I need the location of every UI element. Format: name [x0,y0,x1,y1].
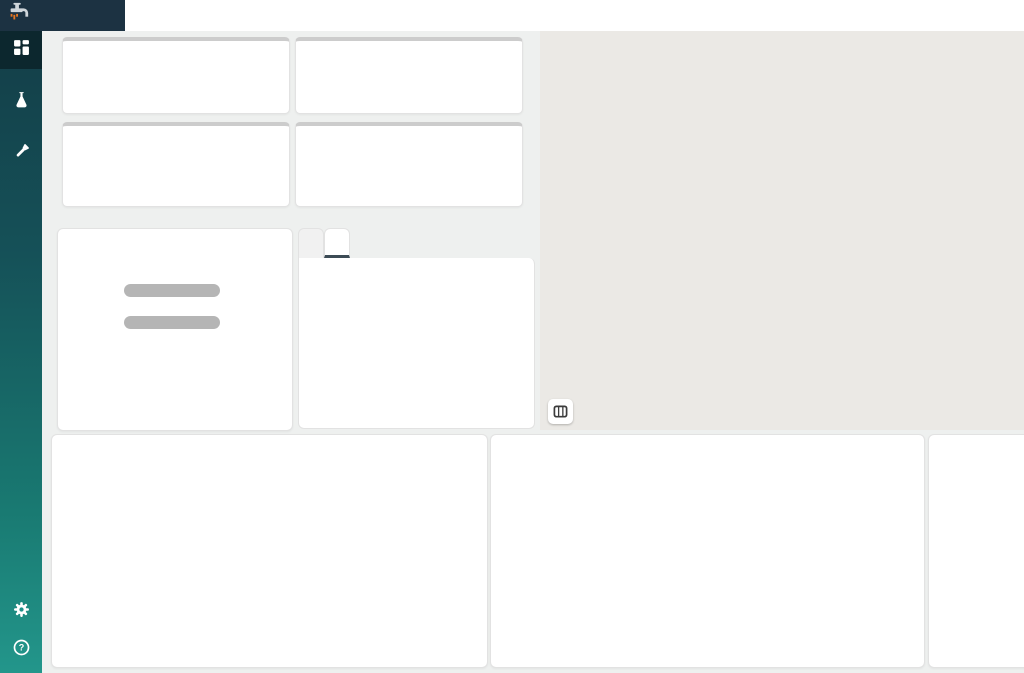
grid-icon [13,39,30,61]
ml-row-high [299,276,524,299]
sidebar-nav: ? [0,31,42,673]
summary-card-unknown [62,122,290,207]
svg-text:?: ? [18,643,24,653]
panel-title [491,435,924,447]
hex-heatmap [540,31,1024,430]
ml-row-med [299,306,524,329]
summary-card-nonlead [295,122,523,207]
sidebar-item-settings[interactable] [0,593,42,631]
verified-materials-chart [52,447,485,617]
sidebar-item-help[interactable]: ? [0,631,42,669]
verifications-performed-chart [491,447,922,647]
gear-icon [13,601,30,623]
predictions-panel [298,228,535,429]
app-logo[interactable] [0,0,125,31]
utility-progress-row [123,279,227,297]
header-bar [125,0,1024,31]
map-attribution-icon[interactable] [548,399,573,424]
summary-card-lead [62,37,290,114]
flask-icon [13,91,30,113]
faucet-logo-icon [6,1,30,30]
private-progress-row [123,311,227,329]
private-progress-bar [123,316,220,329]
sidebar-item-sampling[interactable] [0,83,42,121]
tab-machine-learning[interactable] [324,228,350,258]
help-icon: ? [13,639,30,661]
sidebar-item-replacement[interactable] [0,135,42,173]
ml-row-low [299,336,524,359]
tab-assumptions[interactable] [298,228,324,258]
panel-title [52,435,487,447]
panel-title [58,229,292,241]
utility-progress-bar [123,284,220,297]
verifications-performed-panel [490,434,925,668]
verification-types-panel [928,434,1024,668]
verifications-recommended-panel [57,228,293,431]
summary-card-galv [295,37,523,114]
panel-title [929,435,1024,447]
ml-table [298,258,535,429]
sidebar-item-inventory[interactable] [0,31,42,69]
verified-materials-panel [51,434,488,668]
map-canvas[interactable] [540,31,1024,430]
wrench-icon [13,143,30,165]
